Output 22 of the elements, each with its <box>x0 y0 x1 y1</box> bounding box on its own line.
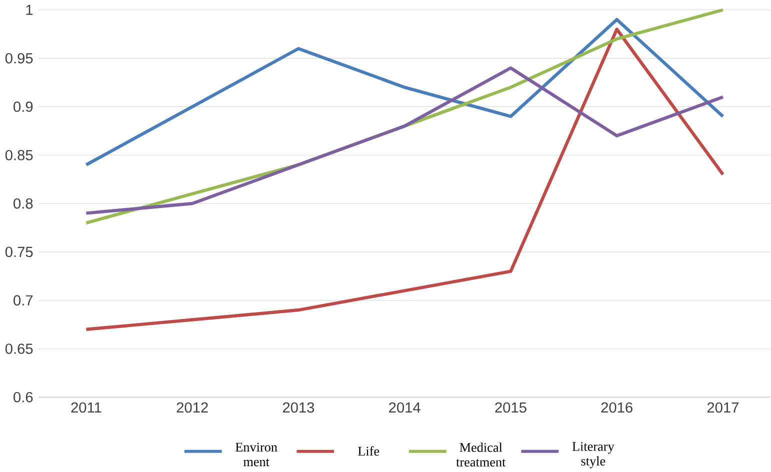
x-tick-label: 2015 <box>495 402 526 413</box>
x-tick-label: 2014 <box>389 402 420 413</box>
legend-label: Medical treatment <box>456 442 506 466</box>
x-tick-label: 2012 <box>176 402 208 413</box>
legend-label: Environ ment <box>236 442 278 466</box>
legend-label: Literary style <box>572 442 614 468</box>
y-tick-label: 0.65 <box>5 343 33 354</box>
y-tick-label: 0.6 <box>14 392 33 402</box>
legend-label: Life <box>358 446 380 456</box>
x-tick-label: 2017 <box>707 402 738 413</box>
x-tick-label: 2013 <box>282 402 314 413</box>
y-tick-label: 0.95 <box>5 52 33 64</box>
y-tick-label: 0.8 <box>14 198 33 209</box>
line-series <box>84 66 725 215</box>
y-tick-label: 0.85 <box>5 150 33 160</box>
y-tick-label: 0.7 <box>14 295 33 306</box>
y-tick-label: 0.9 <box>14 101 33 112</box>
y-tick-label: 0.75 <box>5 246 33 257</box>
line-series <box>84 27 725 331</box>
x-tick-label: 2011 <box>71 402 102 413</box>
y-tick-label: 1 <box>26 4 33 15</box>
x-tick-label: 2016 <box>601 402 632 413</box>
